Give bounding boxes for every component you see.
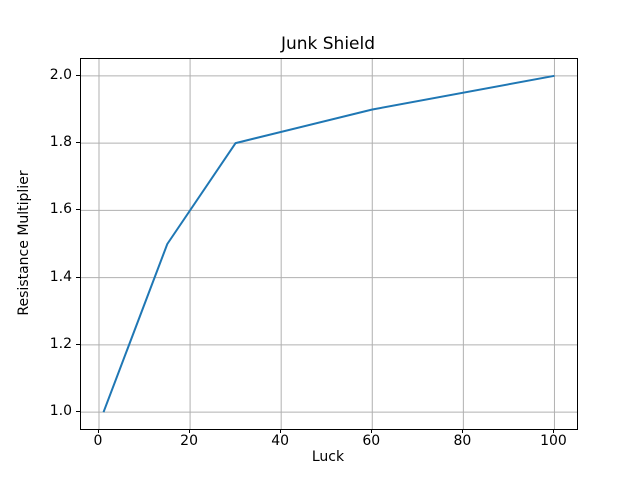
x-tick-mark (553, 429, 555, 433)
y-tick-mark (76, 276, 80, 278)
x-tick-label: 40 (271, 433, 290, 449)
line-series (102, 74, 555, 413)
y-tick-mark (76, 74, 80, 76)
y-tick-mark (76, 142, 80, 144)
y-tick-mark (76, 343, 80, 345)
y-tick-label: 2.0 (49, 66, 72, 83)
y-axis-label: Resistance Multiplier (16, 170, 32, 316)
chart-title: Junk Shield (280, 34, 376, 54)
x-tick-label: 80 (453, 433, 472, 449)
y-tick-mark (76, 411, 80, 413)
y-tick-mark (76, 209, 80, 211)
y-tick-label: 1.6 (49, 201, 72, 218)
plot-area (80, 58, 578, 430)
x-tick-mark (280, 429, 282, 433)
y-tick-label: 1.0 (49, 403, 72, 420)
x-tick-mark (371, 429, 373, 433)
x-tick-label: 20 (180, 433, 198, 449)
x-tick-label: 100 (540, 433, 567, 449)
x-axis-label: Luck (311, 449, 345, 465)
y-tick-label: 1.2 (49, 335, 72, 352)
y-tick-label: 1.8 (49, 134, 72, 151)
y-tick-label: 1.4 (49, 268, 72, 285)
x-tick-label: 0 (93, 433, 103, 449)
x-tick-mark (462, 429, 464, 433)
x-tick-mark (189, 429, 191, 433)
x-tick-label: 60 (362, 433, 381, 449)
plot-svg (81, 59, 577, 429)
x-tick-mark (97, 429, 99, 433)
